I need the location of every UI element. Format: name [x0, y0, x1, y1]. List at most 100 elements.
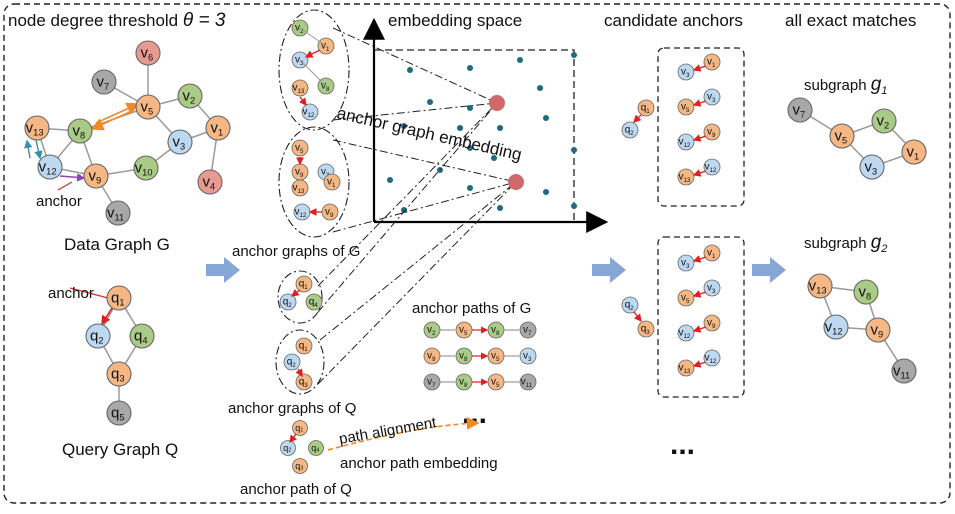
red-arrow	[290, 288, 301, 297]
anchor-embedding-1	[489, 95, 505, 111]
embedding-dot	[467, 65, 473, 71]
anchor-path-G-node-v5: v5	[455, 321, 473, 339]
red-arrow	[289, 433, 298, 444]
data-graph-anchor-label: anchor	[36, 193, 82, 210]
candidate-anchors-label: candidate anchors	[604, 11, 743, 30]
anchor-graph-G-node-10: v13	[291, 179, 309, 197]
query-node-q2: q2	[85, 323, 111, 349]
svg-text:q2: q2	[283, 297, 293, 309]
anchor-path-embedding-label: anchor path embedding	[340, 455, 498, 472]
svg-text:v9: v9	[707, 318, 716, 330]
cand-top-v1-0: v1	[703, 53, 721, 71]
cand-top-v12-2: v12	[677, 133, 695, 151]
svg-text:q3: q3	[641, 324, 651, 336]
query-graph-edges	[97, 297, 143, 413]
svg-text:v9: v9	[325, 207, 334, 219]
data-node-v3: v3	[167, 129, 193, 155]
embedding-dots	[387, 52, 577, 213]
red-arrow	[692, 169, 707, 177]
embedding-dot	[407, 67, 413, 73]
anchor-graph-Q2-node-0: q1	[295, 337, 313, 355]
cand-bottom-v3-1: v3	[703, 279, 721, 297]
cand-bottom-v1-0: v1	[703, 244, 721, 262]
anchor-paths-G-nodes: v2 v5 v8 v7 v9 v8 v5 v3 v7 v8 v5 v11	[423, 321, 537, 391]
red-arrow	[692, 325, 707, 333]
anchor-path-G-node-v9: v9	[423, 347, 441, 365]
subgraph-2-node-v8: v8	[853, 279, 879, 305]
anchor-graph-G-1	[278, 9, 350, 131]
anchor-path-Q-nodes: q1 q2 q4 q3	[280, 420, 324, 474]
anchor-path-G-node-v8: v8	[487, 321, 505, 339]
cand-top-v3-1: v3	[703, 88, 721, 106]
anchor-paths-G-label: anchor paths of G	[412, 300, 531, 317]
svg-text:q1: q1	[295, 423, 303, 434]
anchor-path-G-node-v2: v2	[423, 321, 441, 339]
anchor-graphs-Q-label: anchor graphs of Q	[228, 400, 356, 417]
embedding-dot	[401, 207, 407, 213]
red-arrow	[633, 114, 642, 123]
svg-text:q4: q4	[309, 297, 319, 309]
anchor-graph-Q1-node-0: q1	[295, 275, 313, 293]
anchor-graph-Q-1	[277, 270, 323, 324]
cand-top-v13-3: v13	[677, 168, 695, 186]
svg-text:q1: q1	[299, 279, 309, 291]
data-node-v12: v12	[37, 154, 63, 180]
anchor-path-G-node-v7: v7	[423, 373, 441, 391]
all-exact-matches-label: all exact matches	[785, 11, 916, 30]
cand-bottom-v12-2: v12	[677, 324, 695, 342]
svg-text:v9: v9	[707, 127, 716, 139]
red-arrow	[298, 96, 307, 107]
anchor-graph-G-node-9: v1	[323, 173, 341, 191]
cand-top-v12-3: v12	[703, 158, 721, 176]
subgraph-2-node-v13: v13	[807, 273, 833, 299]
subgraph-2-node-v9: v9	[865, 317, 891, 343]
embedding-dot	[537, 85, 543, 91]
query-graph-anchor-label: anchor	[48, 285, 94, 302]
anchor-graph-G-node-4: v13	[291, 79, 309, 97]
svg-text:v2: v2	[295, 23, 304, 35]
embedding-dot	[401, 123, 407, 129]
svg-text:v3: v3	[707, 92, 716, 104]
svg-text:v3: v3	[681, 67, 690, 79]
anchor-path-G-node-v7: v7	[519, 321, 537, 339]
path-alignment-label: path alignment	[338, 414, 439, 448]
red-arrow	[692, 360, 707, 368]
anchor-path-Q-node-1: q2	[280, 440, 296, 456]
anchor-path-G-node-v5: v5	[487, 347, 505, 365]
svg-text:v7: v7	[523, 325, 532, 337]
query-node-q1: q1	[106, 285, 132, 311]
arrow-1	[206, 257, 240, 283]
subgraph-1-node-v7: v7	[787, 97, 813, 123]
candidate-query-q3: q3	[637, 320, 655, 338]
cand-top-v3-0: v3	[677, 63, 695, 81]
red-arrow	[304, 49, 321, 58]
data-graph-nodes: v6 v7 v5 v2 v13 v8 v3 v1 v12 v9 v10 v4 v11	[24, 40, 231, 226]
data-node-v2: v2	[177, 83, 203, 109]
red-arrow	[692, 99, 707, 107]
anchor-path-G-node-v11: v11	[519, 373, 537, 391]
red-arrow	[692, 255, 707, 263]
anchor-graph-Q1-node-1: q2	[279, 293, 297, 311]
anchor-graph-Q2-node-2: q3	[295, 373, 313, 391]
anchor-graph-G-node-12: v9	[321, 203, 339, 221]
query-node-q4: q4	[129, 323, 155, 349]
anchor-path-G-node-v5: v5	[487, 373, 505, 391]
subgraph-1-node-v5: v5	[829, 123, 855, 149]
data-node-v7: v7	[91, 69, 117, 95]
arrow-2	[592, 257, 626, 283]
projection-lines	[317, 27, 517, 385]
embedding-dot	[571, 147, 577, 153]
svg-text:q1: q1	[299, 341, 309, 353]
anchor-graph-G-2	[278, 126, 350, 238]
anchor-graphs-G-label: anchor graphs of G	[232, 243, 360, 260]
anchor-path-G-node-v3: v3	[519, 347, 537, 365]
anchor-graph-G-node-7: v9	[291, 163, 309, 181]
arrow-3	[752, 257, 786, 283]
svg-text:v3: v3	[707, 283, 716, 295]
candidate-anchor-nodes: q1 q2 q2 q3 v3 v1 v5 v3 v12 v9 v13 v12 v3 v1 v5 v3 v12 v9…	[621, 53, 721, 377]
candidate-box-bottom	[657, 236, 745, 398]
embedding-space-label: embedding space	[388, 11, 522, 30]
